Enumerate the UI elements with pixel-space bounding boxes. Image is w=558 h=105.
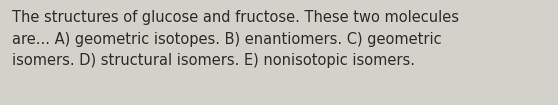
Text: The structures of glucose and fructose. These two molecules
are... A) geometric : The structures of glucose and fructose. …: [12, 10, 459, 68]
